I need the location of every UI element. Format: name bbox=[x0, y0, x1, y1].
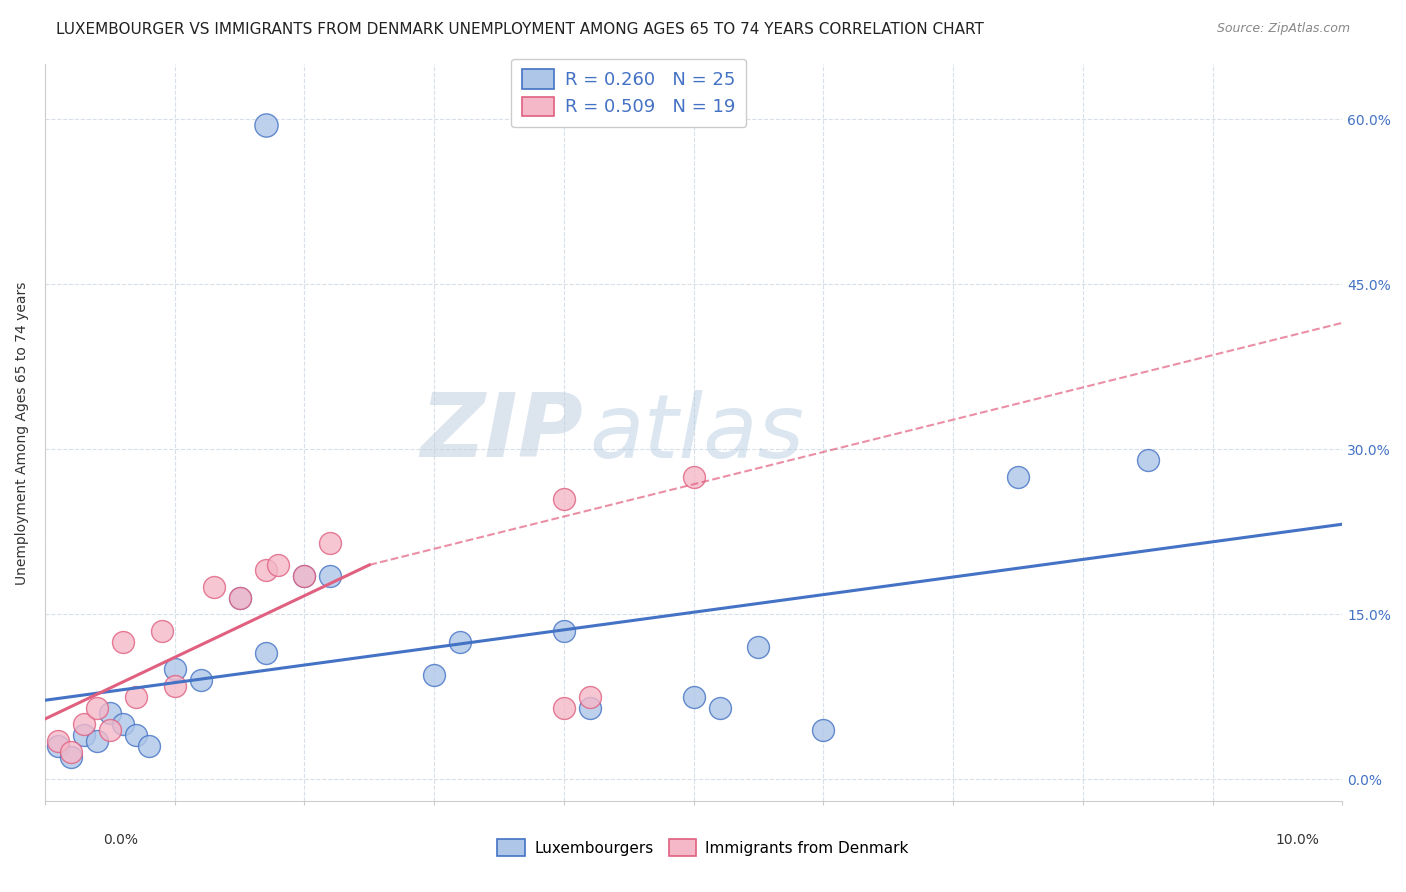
Point bbox=[59, 745, 82, 759]
Point bbox=[98, 723, 121, 737]
Point bbox=[228, 591, 250, 605]
Text: LUXEMBOURGER VS IMMIGRANTS FROM DENMARK UNEMPLOYMENT AMONG AGES 65 TO 74 YEARS C: LUXEMBOURGER VS IMMIGRANTS FROM DENMARK … bbox=[56, 22, 984, 37]
Point bbox=[46, 734, 69, 748]
Point bbox=[111, 717, 134, 731]
Point bbox=[682, 690, 704, 704]
Point bbox=[111, 635, 134, 649]
Point bbox=[254, 118, 277, 132]
Point bbox=[163, 662, 186, 676]
Text: 10.0%: 10.0% bbox=[1275, 833, 1319, 847]
Point bbox=[46, 739, 69, 754]
Point bbox=[86, 701, 108, 715]
Point bbox=[682, 470, 704, 484]
Point bbox=[125, 690, 148, 704]
Point bbox=[267, 558, 290, 572]
Point bbox=[254, 563, 277, 577]
Point bbox=[150, 624, 173, 638]
Point bbox=[86, 734, 108, 748]
Point bbox=[553, 624, 575, 638]
Point bbox=[1007, 470, 1029, 484]
Point bbox=[1136, 453, 1159, 467]
Point bbox=[553, 491, 575, 506]
Point bbox=[579, 690, 602, 704]
Point bbox=[98, 706, 121, 721]
Y-axis label: Unemployment Among Ages 65 to 74 years: Unemployment Among Ages 65 to 74 years bbox=[15, 281, 30, 584]
Point bbox=[319, 569, 342, 583]
Point bbox=[163, 679, 186, 693]
Point bbox=[294, 569, 316, 583]
Text: 0.0%: 0.0% bbox=[103, 833, 138, 847]
Point bbox=[228, 591, 250, 605]
Point bbox=[202, 580, 225, 594]
Point bbox=[319, 536, 342, 550]
Point bbox=[709, 701, 731, 715]
Legend: Luxembourgers, Immigrants from Denmark: Luxembourgers, Immigrants from Denmark bbox=[491, 833, 915, 862]
Point bbox=[449, 635, 471, 649]
Text: atlas: atlas bbox=[591, 390, 804, 476]
Point bbox=[579, 701, 602, 715]
Point bbox=[190, 673, 212, 688]
Point bbox=[747, 640, 769, 655]
Point bbox=[138, 739, 160, 754]
Point bbox=[125, 729, 148, 743]
Point bbox=[813, 723, 835, 737]
Point bbox=[73, 717, 96, 731]
Point bbox=[423, 668, 446, 682]
Point bbox=[553, 701, 575, 715]
Point bbox=[73, 729, 96, 743]
Point bbox=[254, 646, 277, 660]
Text: ZIP: ZIP bbox=[420, 390, 583, 476]
Point bbox=[59, 750, 82, 764]
Text: Source: ZipAtlas.com: Source: ZipAtlas.com bbox=[1216, 22, 1350, 36]
Point bbox=[294, 569, 316, 583]
Legend: R = 0.260   N = 25, R = 0.509   N = 19: R = 0.260 N = 25, R = 0.509 N = 19 bbox=[510, 59, 747, 128]
